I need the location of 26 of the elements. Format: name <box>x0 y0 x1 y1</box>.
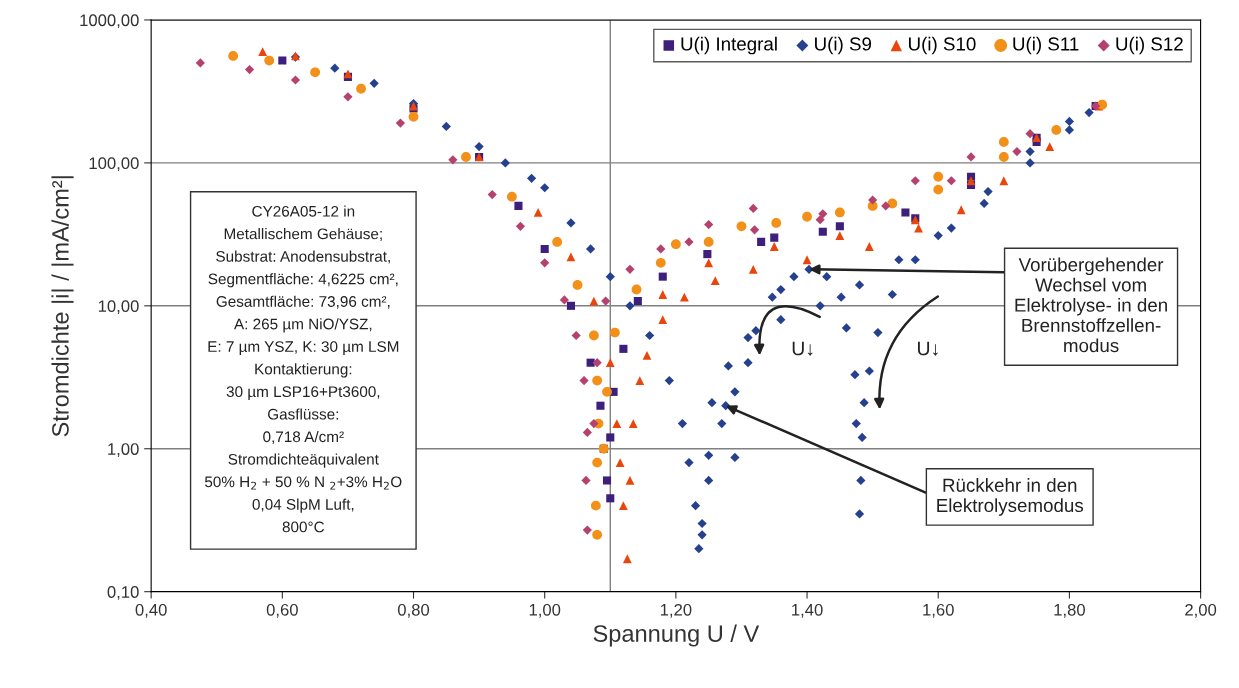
legend-label: U(i) S10 <box>909 36 976 55</box>
x-tick-label: 0,80 <box>397 603 430 618</box>
x-axis-title: Spannung U / V <box>593 624 760 647</box>
x-tick-label: 2,00 <box>1185 603 1217 618</box>
legend-label: U(i) S9 <box>815 36 872 55</box>
y-axis-title: Stromdichte |i| / |mA/cm²| <box>51 176 74 437</box>
x-tick-label: 1,80 <box>1054 603 1085 618</box>
legend-label: U(i) Integral <box>681 36 777 55</box>
legend-label: U(i) S11 <box>1013 36 1079 55</box>
annotation: Vorübergehender Wechsel vom Elektrolyse- in den Brennstoffzellen- modus <box>1015 257 1167 353</box>
y-tick-label: 100,00 <box>89 157 139 172</box>
annotation: Rückkehr in den Elektrolysemodus <box>937 478 1084 516</box>
y-tick-label: 10,00 <box>98 300 139 314</box>
y-tick-label: 1,00 <box>108 443 139 457</box>
annotation: U↓ <box>918 341 938 356</box>
x-tick-label: 1,40 <box>792 603 823 618</box>
annotation: U↓ <box>792 341 813 356</box>
legend-label: U(i) S12 <box>1116 36 1183 55</box>
y-tick-label: 1000,00 <box>80 14 139 29</box>
text: CY26A05-12 in Metallischem Gehäuse; Substrat: Anodensubstrat, Segmentfläche: 4,6225 cm², Gesamtfläche: 73,96 cm², A: 265 µm NiO/YSZ, E: 7 µm YSZ, K: 30 µm LSM Kontaktierung: 30 µm LSP16+Pt3600, Gasflüsse: 0,718 A/cm² Stromdichteäquivalent 50% H$_{2}$ + 50 % N $_{2}$+3% H$_{2}$O 0,04 SlpM Luft, 800°C <box>204 205 402 533</box>
x-tick-label: 0,60 <box>266 603 298 618</box>
y-tick-label: 0,10 <box>107 586 139 600</box>
x-tick-label: 1,60 <box>923 603 954 618</box>
x-tick-label: 1,00 <box>529 603 561 618</box>
x-tick-label: 0,40 <box>135 603 167 618</box>
x-tick-label: 1,20 <box>660 603 692 618</box>
